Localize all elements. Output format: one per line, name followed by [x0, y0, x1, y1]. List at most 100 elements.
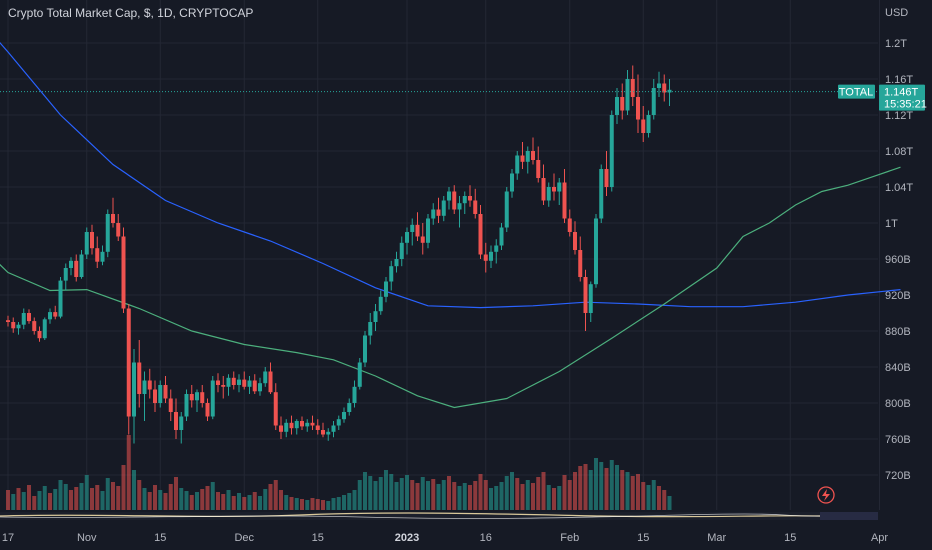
candle-body: [179, 416, 184, 430]
volume-bar: [478, 474, 483, 510]
candle: [641, 106, 646, 142]
volume-bar: [389, 474, 394, 510]
volume-bar: [158, 490, 163, 510]
volume-bar: [100, 491, 105, 510]
volume-bar: [121, 465, 126, 510]
candle: [263, 367, 268, 387]
volume-bar: [205, 486, 210, 510]
volume-bar: [273, 480, 278, 510]
candle-body: [168, 398, 173, 412]
candle-body: [646, 115, 651, 133]
x-tick-label: Feb: [560, 532, 579, 544]
candle: [163, 376, 168, 403]
candle: [200, 385, 205, 408]
candle-body: [525, 151, 530, 162]
time-axis[interactable]: 17 Nov 15 Dec 15 2023 16 Feb 15 Mar 15 Apr: [2, 532, 889, 544]
volume-bar: [594, 458, 598, 510]
candle-body: [142, 380, 147, 394]
volume-bar: [531, 483, 535, 510]
candle: [315, 419, 320, 435]
volume-bar: [79, 483, 84, 510]
chart-title: Crypto Total Market Cap, $, 1D, CRYPTOCA…: [8, 6, 254, 20]
volume-bar: [342, 495, 346, 510]
volume-bar: [662, 490, 667, 510]
volume-bar: [646, 485, 651, 510]
candle: [552, 173, 556, 201]
volume-bar: [384, 470, 388, 510]
candle: [48, 308, 52, 324]
candle-body: [426, 218, 430, 243]
price-axis[interactable]: USD 1.2T 1.16T 1.12T 1.08T 1.04T 1T 960B 920B 880…: [885, 7, 913, 482]
volume-bar: [42, 486, 47, 510]
candle-body: [231, 377, 236, 385]
volume-bar: [95, 485, 100, 510]
candle: [504, 187, 509, 232]
volume-bar: [615, 465, 619, 510]
candle-body: [90, 232, 94, 249]
candle-body: [473, 200, 478, 214]
indicator-line-white: [0, 513, 821, 519]
candle: [231, 371, 236, 390]
candle: [462, 191, 467, 214]
candle: [95, 236, 100, 268]
volume-bar: [174, 477, 178, 510]
x-tick-label: 2023: [395, 532, 419, 544]
candle: [174, 398, 178, 439]
volume-bar: [226, 490, 231, 510]
bottom-indicator-strip: [0, 512, 878, 520]
volume-bar: [441, 480, 446, 510]
candle: [436, 197, 441, 223]
candle-body: [63, 268, 68, 281]
symbol-tag-label: TOTAL: [839, 87, 873, 99]
candle-body: [121, 236, 126, 309]
candle: [426, 214, 430, 249]
volume-bar: [237, 493, 241, 510]
y-tick-label: 1.2T: [885, 38, 907, 50]
candle: [473, 188, 478, 219]
price-tag: [879, 84, 925, 111]
candle: [373, 304, 378, 331]
lightning-circle-icon[interactable]: [817, 486, 835, 504]
x-tick-label: Dec: [234, 532, 254, 544]
candle: [578, 236, 583, 282]
candle: [630, 65, 635, 106]
candle-body: [494, 245, 499, 252]
candle-body: [100, 251, 105, 262]
candle-body: [200, 392, 205, 403]
candle-body: [336, 419, 341, 426]
candle: [205, 398, 210, 421]
candle: [389, 260, 394, 291]
candlesticks: [6, 65, 672, 444]
candle: [368, 313, 373, 345]
volume-bar: [604, 468, 609, 510]
candle-body: [447, 191, 451, 201]
volume-bar: [147, 492, 152, 510]
candle: [42, 317, 47, 340]
volume-bar: [578, 466, 583, 510]
candle-body: [489, 251, 493, 261]
candle: [216, 373, 220, 393]
volume-bar: [63, 484, 68, 510]
candle-body: [216, 380, 220, 385]
candle: [646, 110, 651, 138]
candle: [651, 79, 656, 120]
volume-bar: [252, 492, 257, 510]
candle: [347, 398, 352, 416]
x-tick-label: 15: [784, 532, 796, 544]
volume-bar: [153, 485, 157, 510]
candle: [27, 309, 31, 324]
candle-body: [315, 425, 320, 430]
candle: [510, 169, 514, 198]
volume-bar: [347, 493, 352, 510]
volume-bar: [588, 470, 593, 510]
candle-body: [305, 422, 310, 427]
candle: [452, 185, 457, 214]
ma-green-line: [0, 166, 901, 409]
candle-body: [410, 224, 415, 232]
grid-lines: [0, 0, 880, 510]
currency-label: USD: [885, 7, 908, 19]
candle-body: [53, 312, 58, 317]
candle-body: [184, 394, 189, 417]
candle-body: [567, 218, 572, 232]
